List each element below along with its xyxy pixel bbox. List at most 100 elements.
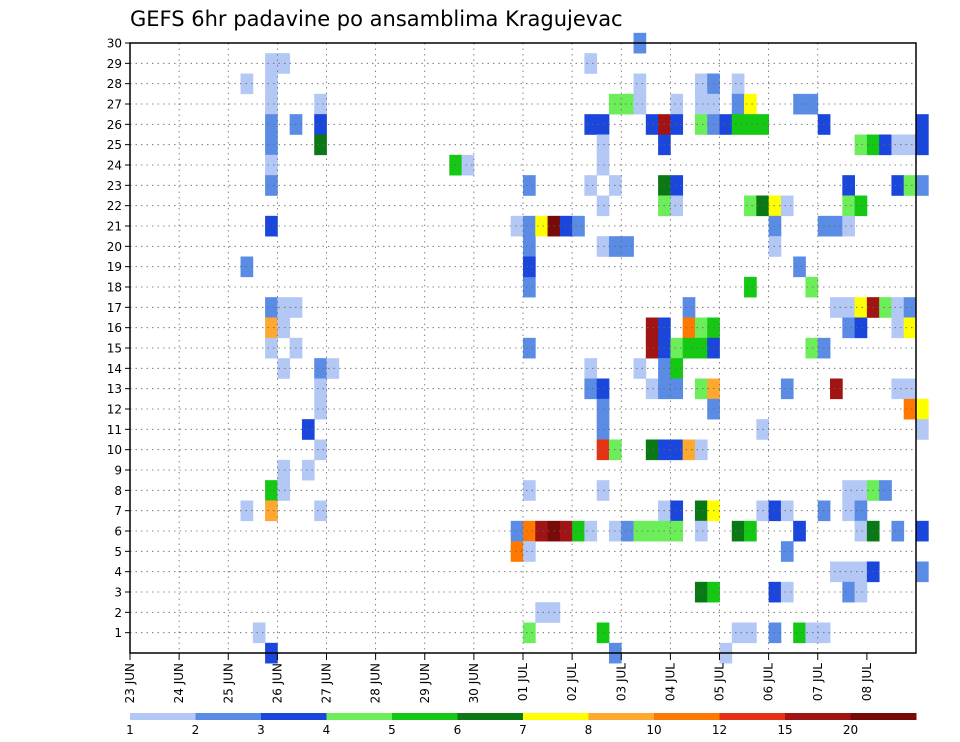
x-tick-label: 30 JUN: [467, 663, 481, 703]
heatmap-cell: [559, 520, 573, 542]
heatmap-cell: [277, 53, 291, 74]
heatmap-cell: [903, 398, 917, 420]
heatmap-cell: [265, 134, 278, 156]
heatmap-cell: [252, 622, 266, 644]
heatmap-cell: [670, 378, 684, 400]
color-scale-swatch: [785, 713, 851, 720]
y-tick-label: 22: [107, 199, 122, 213]
heatmap-cell: [277, 317, 291, 339]
heatmap-cell: [805, 93, 819, 115]
x-tick-label: 08 JUL: [860, 663, 874, 701]
y-tick-label: 8: [114, 484, 122, 498]
heatmap-cell: [314, 134, 327, 156]
heatmap-cell: [694, 73, 708, 95]
heatmap-cell: [535, 215, 548, 237]
y-tick-label: 2: [114, 606, 122, 620]
heatmap-cell: [854, 500, 868, 522]
heatmap-cell: [879, 134, 892, 156]
heatmap-cell: [572, 520, 585, 542]
heatmap-cell: [891, 297, 905, 318]
heatmap-cell: [633, 73, 647, 95]
heatmap-cell: [793, 256, 806, 278]
heatmap-cell: [854, 317, 868, 339]
heatmap-cell: [584, 53, 598, 74]
heatmap-cell: [523, 520, 536, 542]
color-scale-swatch: [130, 713, 196, 720]
heatmap-cell: [682, 317, 696, 339]
x-tick-label: 23 JUN: [123, 663, 137, 703]
color-scale-swatch: [588, 713, 655, 720]
heatmap-cell: [891, 134, 905, 156]
x-tick-label: 01 JUL: [516, 663, 530, 701]
heatmap-cell: [314, 439, 327, 461]
heatmap-cell: [523, 337, 536, 359]
heatmap-cell: [645, 439, 659, 461]
heatmap-cell: [301, 419, 315, 440]
x-axis-ticks: 23 JUN 24 JUN 25 JUN 26 JUN 27 JUN 28 JUN 29 J…: [123, 653, 874, 703]
heatmap-cell: [731, 520, 745, 542]
heatmap-cell: [265, 175, 278, 196]
heatmap-cell: [731, 114, 745, 135]
color-scale-label: 2: [192, 723, 200, 737]
y-tick-label: 12: [107, 403, 122, 417]
heatmap-cell: [523, 175, 536, 196]
heatmap-cell: [584, 520, 598, 542]
heatmap-cell: [854, 520, 868, 542]
heatmap-cell: [854, 581, 868, 603]
y-tick-label: 11: [107, 423, 122, 437]
y-tick-label: 1: [114, 626, 122, 640]
heatmap-cell: [903, 317, 917, 339]
heatmap-cell: [891, 520, 905, 542]
color-scale-swatch: [195, 713, 262, 720]
y-tick-label: 14: [107, 362, 122, 376]
heatmap-cell: [584, 175, 598, 196]
heatmap-cell: [670, 337, 684, 359]
color-scale-label: 1: [126, 723, 134, 737]
heatmap-cell: [670, 358, 684, 379]
heatmap-cell: [645, 337, 659, 359]
heatmap-cell: [891, 175, 905, 196]
y-tick-label: 29: [107, 57, 122, 71]
heatmap-cell: [891, 317, 905, 339]
color-scale-label: 20: [843, 723, 858, 737]
color-scale-legend: 1 2 3 4 5 6 7 8 10 12 15 20: [126, 713, 917, 737]
heatmap-cell: [805, 276, 819, 298]
heatmap-cell: [916, 398, 929, 420]
x-tick-label: 05 JUL: [713, 663, 727, 701]
heatmap-cell: [265, 93, 278, 115]
heatmap-cell: [510, 541, 524, 562]
heatmap-cell: [830, 297, 843, 318]
heatmap-cell: [277, 358, 291, 379]
heatmap-cell: [793, 520, 806, 542]
heatmap-cell: [682, 439, 696, 461]
heatmap-cell: [903, 175, 917, 196]
heatmap-cell: [584, 114, 598, 135]
heatmap-cell: [265, 337, 278, 359]
heatmap-cell: [780, 500, 794, 522]
heatmap-cell: [694, 500, 708, 522]
y-axis-ticks: 1234567891011121314151617181920212223242…: [107, 37, 130, 640]
heatmap-cell: [694, 337, 708, 359]
heatmap-cell: [535, 520, 548, 542]
heatmap-cell: [523, 276, 536, 298]
heatmap-cell: [277, 480, 291, 501]
x-tick-label: 04 JUL: [663, 663, 677, 701]
heatmap-cell: [645, 520, 659, 542]
heatmap-cell: [670, 195, 684, 217]
heatmap-cell: [326, 358, 340, 379]
heatmap-cell: [916, 561, 929, 583]
heatmap-cell: [780, 581, 794, 603]
color-scale-swatch: [261, 713, 327, 720]
y-tick-label: 27: [107, 98, 122, 112]
heatmap-cell: [670, 93, 684, 115]
y-tick-label: 3: [114, 586, 122, 600]
y-tick-label: 18: [107, 281, 122, 295]
color-scale-label: 12: [712, 723, 727, 737]
heatmap-cell: [645, 378, 659, 400]
heatmap-cell: [694, 93, 708, 115]
heatmap-cell: [314, 114, 327, 135]
heatmap-cell: [842, 175, 855, 196]
heatmap-cell: [645, 317, 659, 339]
heatmap-cell: [854, 561, 868, 583]
color-scale-label: 3: [257, 723, 265, 737]
